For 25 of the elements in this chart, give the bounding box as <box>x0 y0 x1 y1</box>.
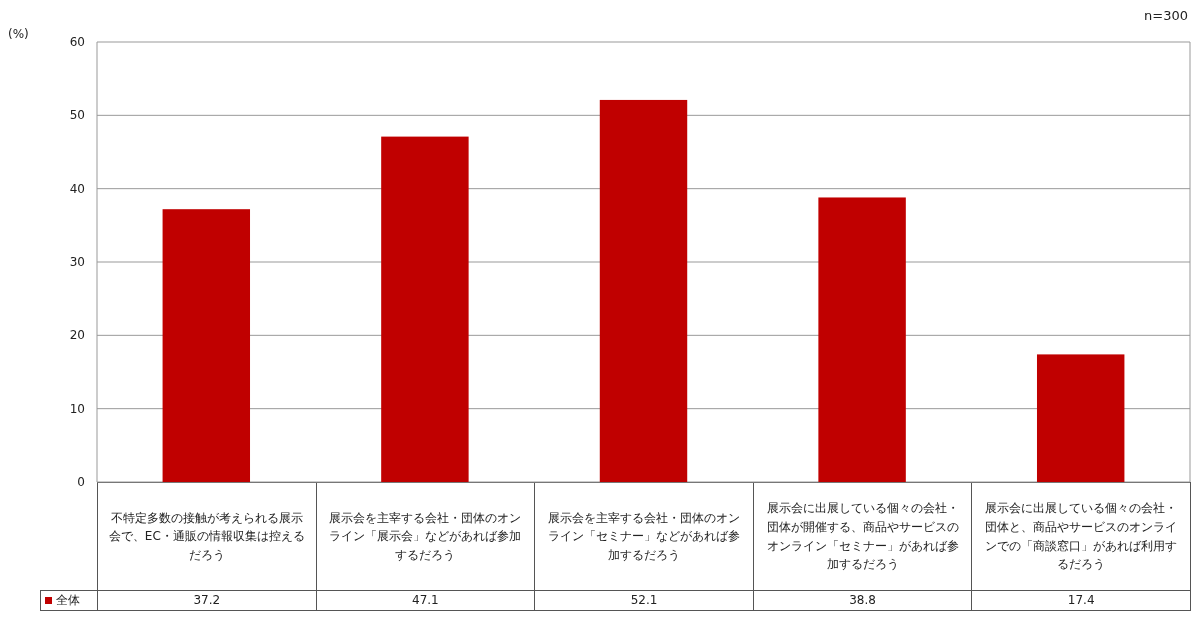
x-tick-label: 展示会を主宰する会社・団体のオンライン「展示会」などがあれば参加するだろう <box>315 482 536 591</box>
y-tick-label: 0 <box>77 475 85 489</box>
data-label: 52.1 <box>534 590 754 611</box>
x-tick-label: 展示会に出展している個々の会社・団体と、商品やサービスのオンラインでの「商談窓口」があれば利用するだろう <box>971 482 1191 591</box>
x-tick-label: 展示会に出展している個々の会社・団体が開催する、商品やサービスのオンライン「セミナー」があれば参加するだろう <box>752 482 973 591</box>
bar <box>381 136 469 482</box>
x-tick-label: 不特定多数の接触が考えられる展示会で、EC・通販の情報収集は控えるだろう <box>97 482 317 591</box>
bar <box>162 209 251 482</box>
data-label: 47.1 <box>315 590 536 611</box>
y-tick-label: 20 <box>69 328 85 343</box>
bar <box>818 197 906 482</box>
text: n=300 <box>1144 8 1188 23</box>
y-tick-label: 50 <box>69 108 85 123</box>
y-tick-label: 30 <box>69 255 85 269</box>
data-label: 38.8 <box>752 590 973 611</box>
x-tick-label: 展示会を主宰する会社・団体のオンライン「セミナー」などがあれば参加するだろう <box>534 482 754 591</box>
bar <box>599 99 688 482</box>
data-label: 37.2 <box>97 590 317 611</box>
y-tick-label: 40 <box>69 181 85 196</box>
data-label: 17.4 <box>971 590 1191 611</box>
y-axis-title: (%) <box>8 27 29 41</box>
y-tick-label: 60 <box>69 35 85 49</box>
bar <box>1036 354 1125 482</box>
legend-label: 全体 <box>56 592 80 610</box>
y-tick-label: 10 <box>69 401 85 416</box>
